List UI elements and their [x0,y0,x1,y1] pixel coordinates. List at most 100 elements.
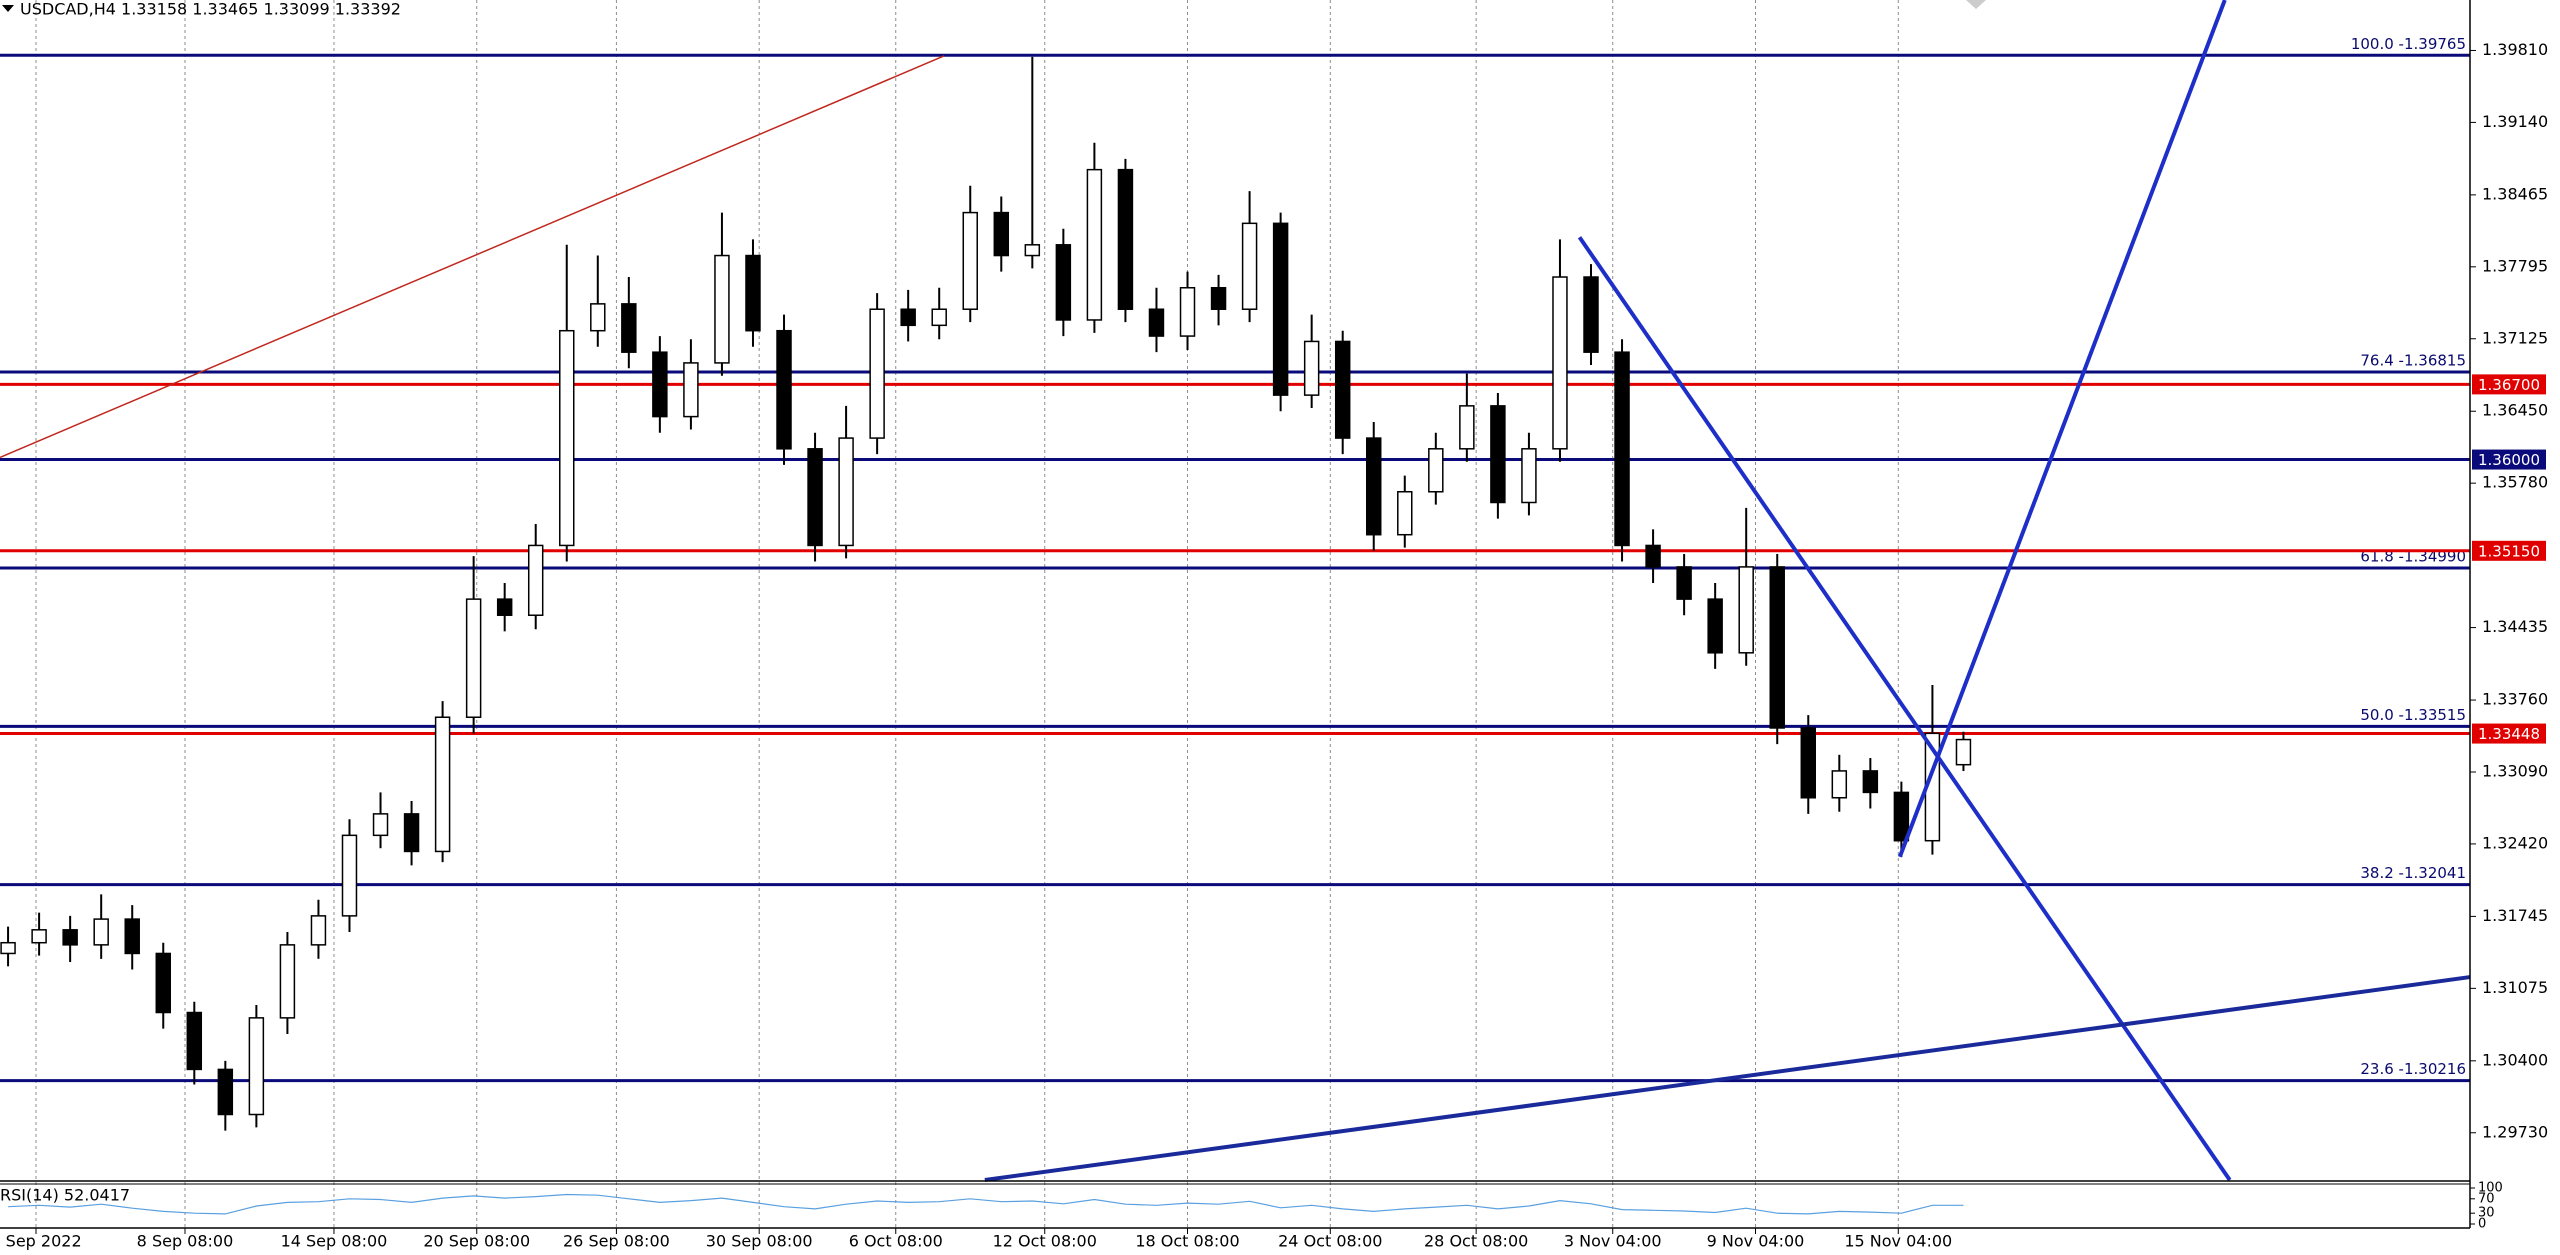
candle-body [155,952,171,1014]
candle-body [186,1011,203,1071]
candle-body [1893,791,1910,842]
candle-body [1831,770,1848,799]
y-tick-label: 1.35780 [2482,473,2548,492]
rsi-tick-label: 100 [2478,1181,2503,1196]
y-tick-label: 1.39140 [2482,112,2548,131]
y-tick-label: 1.36450 [2482,401,2548,420]
rsi-tick-label: 30 [2478,1206,2495,1221]
x-tick-label: 24 Oct 08:00 [1278,1232,1382,1251]
y-tick-label: 1.32420 [2482,833,2548,852]
trendline [0,55,945,459]
menu-triangle[interactable] [2,5,14,12]
price-tag [2472,374,2546,395]
candle-body [869,308,885,439]
chart-title: USDCAD,H4 1.33158 1.33465 1.33099 1.3339… [20,0,401,19]
candle-body [1459,405,1475,450]
candle-body [31,929,47,944]
candle-body [683,362,699,418]
price-tag [2472,723,2546,744]
candle-body [1334,340,1351,439]
candle-body [714,254,730,364]
candle-body [1676,566,1692,600]
x-tick-label: 14 Sep 08:00 [281,1232,388,1251]
y-tick-label: 1.34435 [2482,617,2548,636]
rsi-label: RSI(14) 52.0417 [0,1186,130,1205]
y-tick-label: 1.31745 [2482,906,2548,925]
candle-body [1800,727,1817,799]
price-tag [2472,540,2546,561]
x-tick-label: 6 Oct 08:00 [849,1232,943,1251]
candle-body [962,211,978,310]
candle-body [1272,222,1289,396]
grid-layer [35,0,1899,1228]
candle-body [1086,168,1103,321]
candle-body [217,1068,234,1116]
candle-body [776,329,792,450]
candle-body [434,716,451,853]
x-tick-label: 8 Sep 08:00 [137,1232,234,1251]
candle-body [93,918,109,946]
candle-body [1303,340,1320,396]
x-tick-label: 15 Nov 04:00 [1844,1232,1952,1251]
candles-layer [0,56,1972,1131]
candle-body [1707,598,1723,654]
fib-label: 38.2 -1.32041 [2360,864,2466,882]
fib-label: 23.6 -1.30216 [2360,1060,2466,1078]
candle-body [1645,544,1661,568]
x-tick-label: 20 Sep 08:00 [423,1232,530,1251]
x-tick-label: 3 Nov 04:00 [1564,1232,1662,1251]
candle-body [838,437,854,547]
candle-body [310,915,327,946]
y-tick-label: 1.33760 [2482,690,2548,709]
rsi-tick-label: 70 [2478,1191,2495,1206]
candle-body [1179,287,1196,337]
candle-body [465,598,482,718]
candle-body [745,254,761,332]
candle-body [1148,308,1165,337]
candle-body [124,918,140,955]
y-tick-label: 1.38465 [2482,184,2548,203]
candle-body [1490,405,1506,504]
price-tag-label: 1.36000 [2478,451,2540,469]
rsi-line [8,1193,1964,1215]
candle-body [1397,491,1413,536]
candle-body [403,813,420,853]
candle-body [248,1017,265,1116]
candle-body [993,211,1010,257]
candle-body [62,929,78,946]
candle-body [496,598,513,616]
candle-body [1117,168,1134,310]
candle-body [1862,770,1879,794]
candle-body [1955,738,1972,766]
x-tick-label: 9 Nov 04:00 [1707,1232,1805,1251]
candle-body [1583,276,1599,353]
candle-body [900,308,916,327]
candle-body [1024,244,1041,257]
y-tick-label: 1.29730 [2482,1122,2548,1141]
candle-body [1614,351,1630,547]
price-tag [2472,449,2546,470]
candle-body [1366,437,1382,536]
x-tick-label: 2 Sep 2022 [0,1232,82,1251]
candle-body [1769,566,1785,729]
rsi-tick-label: 0 [2478,1217,2486,1232]
candle-body [1521,448,1537,504]
y-tick-label: 1.33090 [2482,761,2548,780]
trendline [984,975,2471,1182]
x-tick-label: 12 Oct 08:00 [993,1232,1097,1251]
x-tick-label: 26 Sep 08:00 [563,1232,670,1251]
candle-body [1552,276,1568,450]
trendlines-layer [0,0,2471,1182]
y-tick-label: 1.37795 [2482,256,2548,275]
candle-body [1241,222,1258,310]
candle-body [652,351,668,418]
x-tick-label: 18 Oct 08:00 [1135,1232,1239,1251]
y-tick-label: 1.39810 [2482,40,2548,59]
candle-body [621,303,637,353]
